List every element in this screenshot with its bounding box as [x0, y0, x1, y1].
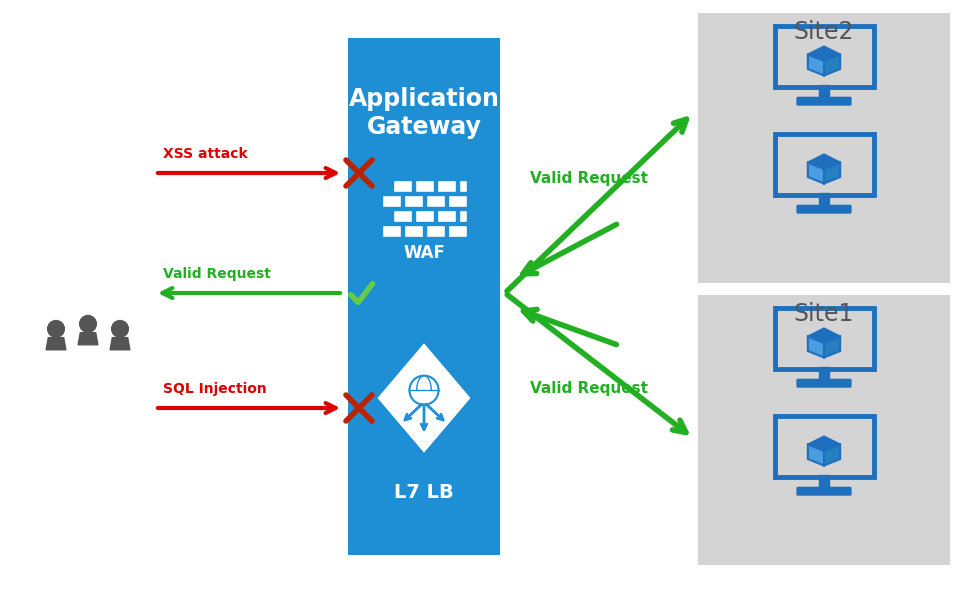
FancyBboxPatch shape — [774, 308, 873, 369]
Polygon shape — [808, 46, 840, 61]
Polygon shape — [824, 445, 840, 466]
Polygon shape — [46, 337, 66, 350]
Polygon shape — [824, 55, 840, 75]
FancyBboxPatch shape — [783, 140, 864, 189]
Polygon shape — [808, 154, 840, 169]
Circle shape — [111, 321, 129, 337]
Text: Valid Request: Valid Request — [163, 267, 271, 281]
Polygon shape — [78, 333, 98, 345]
Text: WAF: WAF — [403, 244, 445, 262]
Bar — [447, 225, 467, 237]
Bar — [414, 209, 434, 222]
FancyBboxPatch shape — [783, 32, 864, 81]
Circle shape — [409, 375, 439, 405]
FancyBboxPatch shape — [797, 487, 852, 496]
Text: XSS attack: XSS attack — [163, 147, 248, 161]
Bar — [819, 85, 829, 98]
Text: Site2: Site2 — [794, 20, 854, 44]
Bar — [459, 180, 467, 192]
Text: L7 LB: L7 LB — [394, 483, 454, 502]
Bar — [447, 195, 467, 206]
FancyBboxPatch shape — [698, 295, 950, 565]
FancyBboxPatch shape — [774, 134, 873, 196]
Polygon shape — [824, 336, 840, 358]
Bar — [381, 225, 401, 237]
FancyBboxPatch shape — [797, 379, 852, 388]
Text: Valid Request: Valid Request — [530, 381, 648, 396]
Bar — [437, 180, 456, 192]
Text: Site1: Site1 — [794, 302, 854, 326]
Bar — [819, 368, 829, 380]
Bar — [459, 209, 467, 222]
FancyBboxPatch shape — [797, 97, 852, 106]
Polygon shape — [808, 329, 840, 343]
Circle shape — [79, 315, 97, 332]
Polygon shape — [808, 436, 840, 451]
FancyBboxPatch shape — [797, 205, 852, 213]
Polygon shape — [808, 336, 824, 358]
Bar — [819, 476, 829, 488]
Bar — [414, 180, 434, 192]
Text: Application
Gateway: Application Gateway — [348, 87, 499, 139]
Bar — [437, 209, 456, 222]
Text: SQL Injection: SQL Injection — [163, 382, 267, 396]
FancyBboxPatch shape — [783, 314, 864, 364]
Polygon shape — [808, 162, 824, 183]
FancyBboxPatch shape — [348, 38, 500, 555]
Polygon shape — [379, 346, 469, 450]
Bar — [392, 180, 411, 192]
Circle shape — [47, 321, 64, 337]
Polygon shape — [808, 55, 824, 75]
Bar — [392, 209, 411, 222]
FancyBboxPatch shape — [698, 13, 950, 283]
Bar — [426, 225, 444, 237]
Bar — [404, 195, 422, 206]
Bar — [381, 195, 401, 206]
Polygon shape — [824, 162, 840, 183]
Text: Valid Request: Valid Request — [530, 171, 648, 186]
Polygon shape — [808, 445, 824, 466]
Bar — [819, 193, 829, 206]
Bar — [404, 225, 422, 237]
FancyBboxPatch shape — [774, 416, 873, 477]
Polygon shape — [110, 337, 130, 350]
FancyBboxPatch shape — [783, 422, 864, 471]
FancyBboxPatch shape — [774, 26, 873, 87]
Bar — [426, 195, 444, 206]
